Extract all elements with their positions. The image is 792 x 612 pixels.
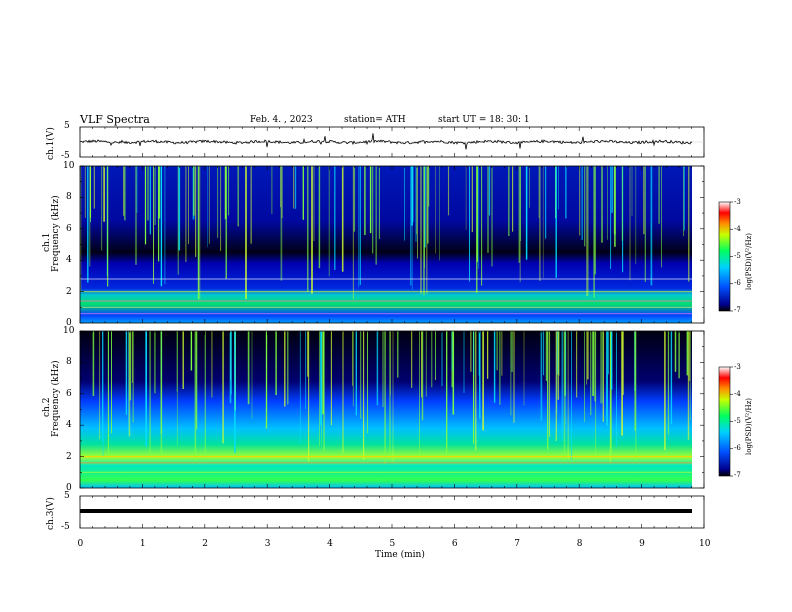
x-axis-label: Time (min) (375, 550, 425, 560)
spec2-tick-10: 10 (63, 326, 75, 336)
ch1-ylabel: ch.1(V) (46, 127, 56, 160)
x-tick-label-6: 6 (451, 539, 458, 549)
spec2-tick-6: 6 (66, 389, 72, 399)
spec1-heatmap (80, 166, 692, 323)
cb1-label: log(PSD)(V²/Hz) (745, 233, 753, 290)
cb1-tick-m7: -7 (734, 306, 741, 314)
x-tick-label-8: 8 (576, 539, 583, 549)
x-tick-label-5: 5 (389, 539, 396, 549)
x-tick-label-4: 4 (327, 539, 333, 549)
cb1-tick-m4: -4 (734, 225, 741, 233)
start-time-label: start UT = 18: 30: 1 (438, 115, 530, 125)
axis-ticks (79, 127, 733, 528)
spec2-ylabel-freq: Frequency (kHz) (51, 360, 61, 437)
spec2-tick-0: 0 (66, 483, 72, 493)
colorbar-ch2 (718, 366, 731, 477)
cb2-tick-m5: -5 (734, 417, 741, 425)
cb1-tick-m5: -5 (734, 252, 741, 260)
cb1-tick-m6: -6 (734, 279, 741, 287)
spec2-panel (79, 330, 705, 489)
cb2-tick-m3: -3 (734, 363, 741, 371)
cb2-tick-m7: -7 (734, 471, 741, 479)
spec1-ylabel-freq: Frequency (kHz) (51, 195, 61, 272)
station-label: station= ATH (344, 115, 406, 125)
spec1-tick-4: 4 (66, 255, 72, 265)
spec2-tick-2: 2 (66, 452, 72, 462)
x-tick-label-9: 9 (639, 539, 645, 549)
date-label: Feb. 4. , 2023 (250, 115, 313, 125)
ch1-tick-min: -5 (61, 151, 70, 161)
ch3-tick-min: -5 (61, 522, 70, 532)
spec1-tick-10: 10 (63, 161, 75, 171)
x-tick-label-3: 3 (264, 539, 271, 549)
ch1-panel (79, 126, 705, 158)
spec1-tick-8: 8 (66, 192, 72, 202)
cb1-tick-m3: -3 (734, 198, 741, 206)
ch3-tick-max: 5 (64, 491, 70, 501)
cb2-tick-m4: -4 (734, 390, 741, 398)
colorbar-ch1 (718, 201, 731, 312)
x-tick-label-10: 10 (699, 539, 711, 549)
spec2-tick-8: 8 (66, 357, 72, 367)
cb2-label: log(PSD)(V²/Hz) (745, 398, 753, 455)
x-tick-label-2: 2 (202, 539, 209, 549)
x-tick-label-1: 1 (139, 539, 146, 549)
spec2-streaks (80, 331, 692, 473)
spec2-tick-4: 4 (66, 420, 72, 430)
x-tick-label-7: 7 (514, 539, 521, 549)
spec1-tick-6: 6 (66, 224, 72, 234)
x-tick-label-0: 0 (77, 539, 84, 549)
ch1-waveform (80, 133, 693, 150)
spec1-streaks (80, 166, 692, 315)
cb2-tick-m6: -6 (734, 444, 741, 452)
chart-title: VLF Spectra (80, 113, 150, 126)
ch1-tick-max: 5 (64, 121, 70, 131)
ch3-panel (79, 495, 705, 529)
ch3-ylabel: ch.3(V) (46, 497, 56, 530)
spec1-tick-0: 0 (66, 318, 72, 328)
spec1-tick-2: 2 (66, 287, 72, 297)
spec1-panel (79, 165, 705, 324)
spec2-heatmap (80, 331, 692, 488)
